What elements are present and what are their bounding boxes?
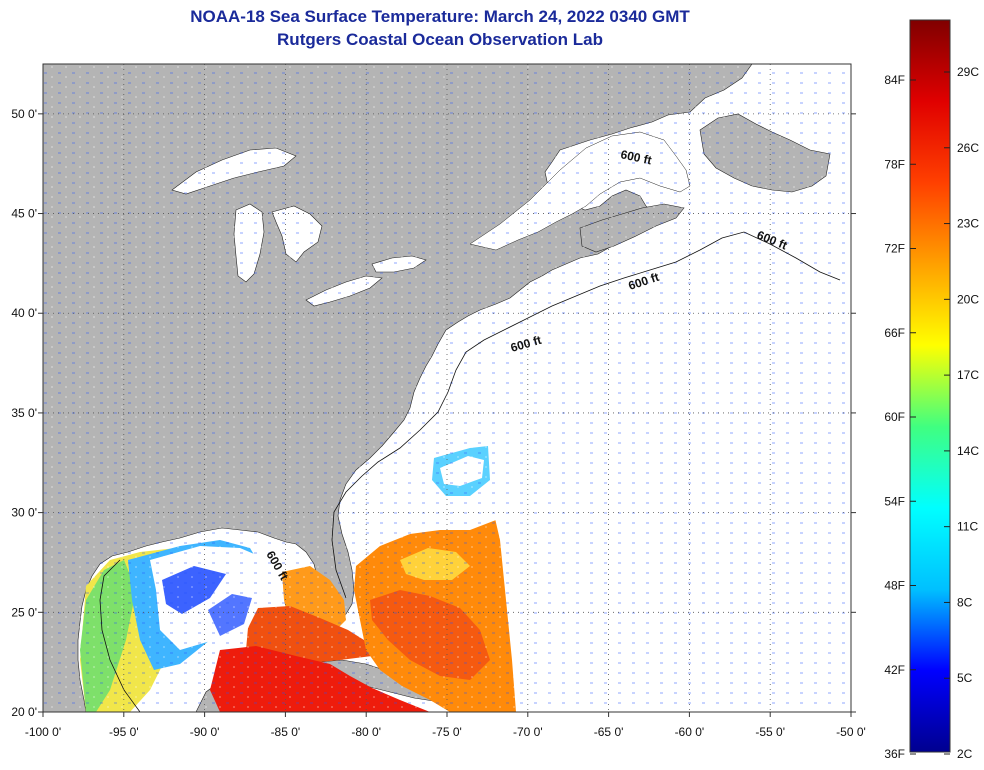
lon-tick-label: -85 0' xyxy=(271,725,301,739)
contour-label-1: 600 ft xyxy=(619,147,653,167)
colorbar-c-label: 2C xyxy=(957,747,973,761)
title-line-2: Rutgers Coastal Ocean Observation Lab xyxy=(277,30,603,49)
colorbar-f-label: 54F xyxy=(884,494,905,508)
colorbar-f-label: 60F xyxy=(884,410,905,424)
lon-tick-label: -65 0' xyxy=(594,725,624,739)
lon-tick-label: -60 0' xyxy=(675,725,705,739)
lon-tick-label: -50 0' xyxy=(836,725,866,739)
lat-tick-label: 30 0' xyxy=(11,506,37,520)
colorbar-f-label: 78F xyxy=(884,157,905,171)
lat-tick-label: 45 0' xyxy=(11,207,37,221)
lon-tick-label: -95 0' xyxy=(109,725,139,739)
graticule xyxy=(43,64,851,712)
colorbar-c-label: 26C xyxy=(957,141,979,155)
colorbar-gradient xyxy=(909,19,951,753)
colorbar-c-label: 14C xyxy=(957,444,979,458)
lon-tick-label: -100 0' xyxy=(25,725,61,739)
colorbar-f-label: 84F xyxy=(884,73,905,87)
lon-tick-label: -75 0' xyxy=(432,725,462,739)
lat-tick-label: 25 0' xyxy=(11,605,37,619)
colorbar-c-label: 23C xyxy=(957,217,979,231)
colorbar-f-label: 48F xyxy=(884,579,905,593)
title-line-1: NOAA-18 Sea Surface Temperature: March 2… xyxy=(190,7,690,26)
colorbar-f-label: 36F xyxy=(884,747,905,761)
lon-tick-label: -55 0' xyxy=(755,725,785,739)
lat-tick-label: 20 0' xyxy=(11,705,37,719)
lat-tick-label: 35 0' xyxy=(11,406,37,420)
colorbar-c-label: 11C xyxy=(957,520,978,534)
colorbar-labels: 84F 78F 72F 66F 60F 54F 48F 42F 36F 29C 26C 23C 20C 1… xyxy=(884,65,979,761)
colorbar-c-label: 8C xyxy=(957,595,973,609)
colorbar-c-label: 17C xyxy=(957,368,979,382)
lon-tick-label: -90 0' xyxy=(190,725,220,739)
axis-labels: -100 0' -95 0' -90 0' -85 0' -80 0' -75 0' -70… xyxy=(11,107,865,739)
lon-tick-label: -80 0' xyxy=(351,725,381,739)
colorbar-c-label: 20C xyxy=(957,292,979,306)
colorbar-c-label: 5C xyxy=(957,671,973,685)
colorbar-f-label: 66F xyxy=(884,326,905,340)
lon-tick-label: -70 0' xyxy=(513,725,543,739)
colorbar-f-label: 42F xyxy=(884,663,905,677)
colorbar-c-label: 29C xyxy=(957,65,979,79)
lat-tick-label: 50 0' xyxy=(11,107,37,121)
colorbar-f-label: 72F xyxy=(884,242,905,256)
lat-tick-label: 40 0' xyxy=(11,306,37,320)
depth-contour-600ft xyxy=(331,231,841,599)
map-body: 600 ft 600 ft 600 ft 600 ft 600 ft xyxy=(43,64,851,712)
